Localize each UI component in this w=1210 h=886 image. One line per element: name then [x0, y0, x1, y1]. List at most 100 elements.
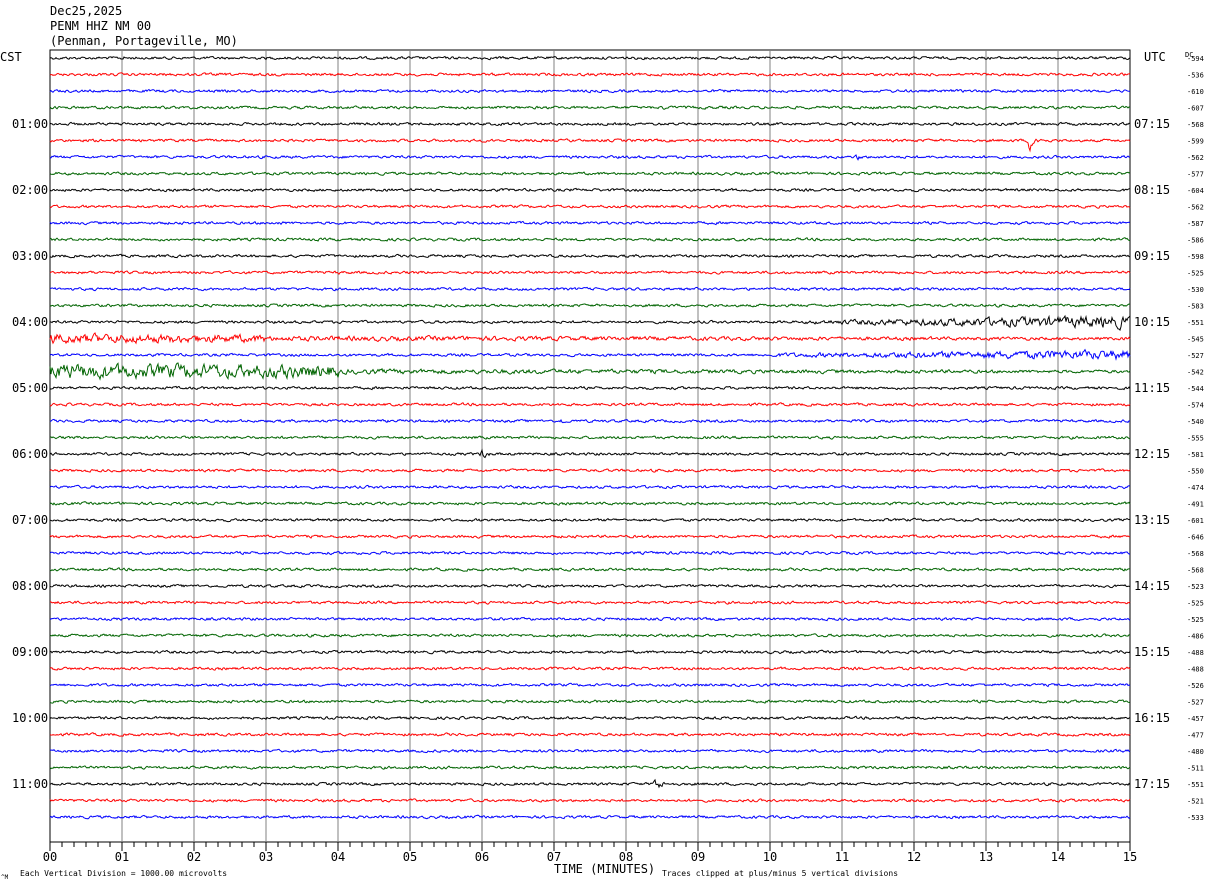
x-tick-label: 11: [835, 850, 849, 864]
x-tick-label: 10: [763, 850, 777, 864]
dc-offset-label: -568: [1187, 550, 1204, 558]
seismic-trace: [49, 332, 1131, 345]
dc-offset-label: -568: [1187, 567, 1204, 575]
seismic-trace: [49, 567, 1131, 572]
dc-offset-label: -550: [1187, 468, 1204, 476]
x-axis-title: TIME (MINUTES): [554, 862, 655, 876]
dc-offset-label: -511: [1187, 765, 1204, 773]
seismic-trace: [49, 732, 1131, 737]
seismic-trace: [49, 501, 1131, 506]
cst-hour-label: 04:00: [12, 315, 48, 329]
dc-offset-label: -562: [1187, 154, 1204, 162]
header-date: Dec25,2025: [50, 4, 123, 18]
dc-offset-label: -540: [1187, 418, 1204, 426]
axis-labels: CST UTC DC TIME (MINUTES) Each Vertical …: [0, 50, 1204, 881]
seismic-trace: [49, 778, 1131, 789]
x-tick-label: 08: [619, 850, 633, 864]
dc-offset-label: -562: [1187, 204, 1204, 212]
seismic-trace: [49, 534, 1131, 539]
x-tick-label: 09: [691, 850, 705, 864]
seismic-trace: [49, 616, 1131, 622]
seismic-trace: [49, 55, 1131, 61]
x-tick-label: 02: [187, 850, 201, 864]
dc-offset-label: -525: [1187, 600, 1204, 608]
dc-offset-label: -583: [1187, 303, 1204, 311]
seismic-trace: [49, 253, 1131, 259]
utc-hour-label: 09:15: [1134, 249, 1170, 263]
plot-frame: [49, 49, 1131, 843]
seismic-trace: [49, 187, 1131, 193]
seismic-trace: [49, 237, 1131, 242]
seismic-trace: [49, 418, 1131, 424]
seismic-trace: [49, 583, 1131, 589]
seismic-trace: [49, 314, 1131, 331]
cst-hour-label: 11:00: [12, 777, 48, 791]
seismic-trace: [50, 286, 1131, 292]
dc-offset-label: -486: [1187, 633, 1204, 641]
utc-hour-label: 14:15: [1134, 579, 1170, 593]
seismic-trace: [49, 220, 1131, 226]
cst-hour-label: 02:00: [12, 183, 48, 197]
clip-note: Traces clipped at plus/minus 5 vertical …: [662, 869, 898, 878]
utc-hour-label: 15:15: [1134, 645, 1170, 659]
seismic-trace: [49, 468, 1131, 473]
dc-offset-label: -542: [1187, 369, 1204, 377]
dc-offset-label: -574: [1187, 402, 1204, 410]
seismic-trace: [49, 798, 1131, 803]
seismic-trace: [49, 72, 1131, 77]
dc-offset-label: -544: [1187, 385, 1204, 393]
seismic-trace: [49, 138, 1131, 153]
seismic-trace: [49, 88, 1131, 94]
seismic-trace: [49, 600, 1131, 605]
x-tick-label: 06: [475, 850, 489, 864]
cst-hour-label: 05:00: [12, 381, 48, 395]
seismic-trace: [49, 748, 1131, 754]
seismic-trace: [49, 633, 1131, 638]
grid-lines: [49, 49, 1131, 851]
seismic-trace: [49, 348, 1131, 361]
seismic-trace: [49, 204, 1131, 209]
seismic-trace: [49, 362, 1131, 381]
dc-offset-label: -521: [1187, 798, 1204, 806]
cst-axis-label: CST: [0, 50, 22, 64]
dc-offset-label: -480: [1187, 748, 1204, 756]
seismic-trace: [49, 121, 1131, 127]
dc-offset-label: -533: [1187, 814, 1204, 822]
seismic-trace: [49, 171, 1131, 176]
seismic-trace: [49, 435, 1131, 440]
dc-offset-label: -525: [1187, 616, 1204, 624]
dc-offset-label: -551: [1187, 319, 1204, 327]
dc-offset-label: -607: [1187, 105, 1204, 113]
dc-offset-label: -551: [1187, 781, 1204, 789]
utc-hour-label: 07:15: [1134, 117, 1170, 131]
seismic-trace: [49, 814, 1131, 820]
x-tick-label: 07: [547, 850, 561, 864]
dc-offset-label: -646: [1187, 534, 1204, 542]
utc-hour-label: 08:15: [1134, 183, 1170, 197]
cst-hour-label: 01:00: [12, 117, 48, 131]
seismic-trace: [49, 550, 1131, 556]
dc-offset-label: -488: [1187, 649, 1204, 657]
dc-offset-label: -581: [1187, 451, 1204, 459]
header-location: (Penman, Portageville, MO): [50, 34, 238, 48]
cst-hour-label: 10:00: [12, 711, 48, 725]
dc-offset-label: -610: [1187, 88, 1204, 96]
dc-offset-label: -598: [1187, 253, 1204, 261]
seismic-trace: [49, 666, 1131, 671]
dc-offset-label: -536: [1187, 72, 1204, 80]
dc-offset-label: -545: [1187, 336, 1204, 344]
seismic-trace: [49, 105, 1131, 110]
seismic-trace: [49, 715, 1131, 721]
seismic-trace: [49, 270, 1131, 275]
dc-offset-label: -526: [1187, 682, 1204, 690]
utc-hour-label: 10:15: [1134, 315, 1170, 329]
dc-offset-label: -555: [1187, 435, 1204, 443]
trace-group: [49, 55, 1131, 820]
dc-offset-label: -586: [1187, 237, 1204, 245]
cst-hour-label: 06:00: [12, 447, 48, 461]
x-tick-label: 03: [259, 850, 273, 864]
seismic-trace: [49, 303, 1131, 308]
dc-label: DC: [1185, 51, 1193, 59]
dc-offset-label: -601: [1187, 517, 1204, 525]
seismic-trace: [49, 682, 1131, 688]
